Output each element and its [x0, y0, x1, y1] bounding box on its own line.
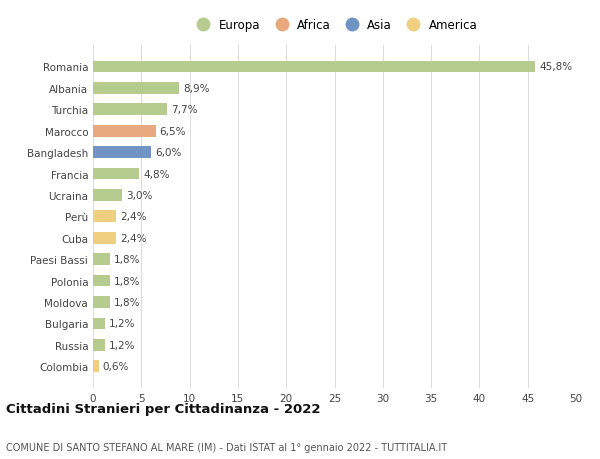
- Bar: [93, 190, 122, 202]
- Text: 2,4%: 2,4%: [120, 212, 146, 222]
- Bar: [93, 83, 179, 95]
- Legend: Europa, Africa, Asia, America: Europa, Africa, Asia, America: [187, 14, 482, 37]
- Text: 4,8%: 4,8%: [143, 169, 170, 179]
- Bar: [93, 361, 99, 372]
- Text: 1,8%: 1,8%: [114, 297, 141, 308]
- Bar: [93, 211, 116, 223]
- Text: 6,5%: 6,5%: [160, 126, 186, 136]
- Text: 1,2%: 1,2%: [109, 340, 135, 350]
- Text: 6,0%: 6,0%: [155, 148, 181, 158]
- Text: COMUNE DI SANTO STEFANO AL MARE (IM) - Dati ISTAT al 1° gennaio 2022 - TUTTITALI: COMUNE DI SANTO STEFANO AL MARE (IM) - D…: [6, 442, 447, 452]
- Text: 3,0%: 3,0%: [126, 190, 152, 201]
- Bar: [93, 339, 104, 351]
- Bar: [93, 318, 104, 330]
- Bar: [93, 62, 535, 73]
- Text: 8,9%: 8,9%: [183, 84, 209, 94]
- Text: 1,8%: 1,8%: [114, 276, 141, 286]
- Text: 7,7%: 7,7%: [171, 105, 198, 115]
- Text: 1,2%: 1,2%: [109, 319, 135, 329]
- Bar: [93, 275, 110, 287]
- Bar: [93, 232, 116, 244]
- Text: 45,8%: 45,8%: [539, 62, 572, 73]
- Bar: [93, 104, 167, 116]
- Bar: [93, 254, 110, 265]
- Bar: [93, 126, 156, 137]
- Text: 0,6%: 0,6%: [103, 361, 129, 371]
- Text: 1,8%: 1,8%: [114, 255, 141, 264]
- Bar: [93, 168, 139, 180]
- Text: 2,4%: 2,4%: [120, 233, 146, 243]
- Bar: [93, 297, 110, 308]
- Bar: [93, 147, 151, 159]
- Text: Cittadini Stranieri per Cittadinanza - 2022: Cittadini Stranieri per Cittadinanza - 2…: [6, 403, 320, 415]
